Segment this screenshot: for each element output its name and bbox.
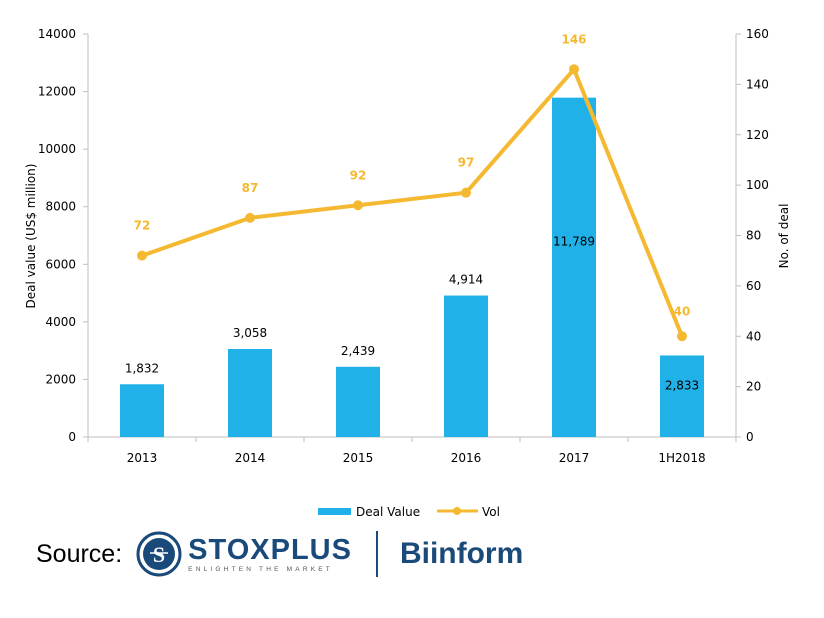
y-tick-label: 10000 xyxy=(38,142,76,156)
source-label: Source: xyxy=(36,539,123,568)
tick-labels: 0 2000 4000 6000 8000 10000 12000 14000 0 20 40 60 8… xyxy=(38,27,769,465)
vol-line xyxy=(137,64,687,342)
y2-tick-label: 140 xyxy=(746,77,769,91)
legend-swatch-vol-marker xyxy=(453,507,461,515)
y-tick-label: 2000 xyxy=(45,372,76,386)
y-tick-label: 4000 xyxy=(45,315,76,329)
stoxplus-logo: S STOXPLUS ENLIGHTEN THE MARKET xyxy=(136,531,352,577)
vol-point xyxy=(677,331,687,342)
vol-line-path xyxy=(141,67,684,337)
legend: Deal Value Vol xyxy=(318,505,500,519)
y-tick-label: 14000 xyxy=(38,27,76,41)
vol-data-label: 87 xyxy=(242,181,259,195)
bar-data-label: 2,439 xyxy=(341,344,375,358)
source-attribution: Source: S STOXPLUS ENLIGHTEN THE MARKET … xyxy=(36,526,523,582)
vol-data-label: 97 xyxy=(458,156,475,170)
y-tick-label: 0 xyxy=(68,430,76,444)
vol-labels: 72 87 92 97 146 40 xyxy=(134,32,691,318)
y-tick-label: 6000 xyxy=(45,257,76,271)
bar-deal-value xyxy=(660,355,704,437)
y2-tick-label: 120 xyxy=(746,128,769,142)
vol-point xyxy=(461,187,471,198)
y2-axis-title: No. of deal xyxy=(777,204,791,269)
bar-data-label: 11,789 xyxy=(553,234,595,248)
y2-tick-label: 0 xyxy=(746,430,754,444)
y2-tick-label: 40 xyxy=(746,329,761,343)
chart-axes xyxy=(83,33,741,442)
bar-data-label: 1,832 xyxy=(125,361,159,375)
x-tick-label: 1H2018 xyxy=(658,451,705,465)
bar-data-label: 2,833 xyxy=(665,378,699,392)
y2-tick-label: 60 xyxy=(746,279,761,293)
stoxplus-tagline: ENLIGHTEN THE MARKET xyxy=(188,566,333,573)
biinform-logo: Biinform xyxy=(399,537,524,570)
vol-data-label: 40 xyxy=(674,304,691,318)
bar-deal-value xyxy=(444,295,488,437)
vol-point xyxy=(245,212,255,223)
stoxplus-emblem-icon: S xyxy=(136,531,182,577)
chart: 1,832 3,058 2,439 4,914 11,789 2,833 72 87 92 97… xyxy=(24,27,791,519)
bar-labels: 1,832 3,058 2,439 4,914 11,789 2,833 xyxy=(125,234,699,392)
vol-data-label: 72 xyxy=(134,219,151,233)
y2-tick-label: 20 xyxy=(746,380,761,394)
vol-point xyxy=(353,200,363,211)
bar-deal-value xyxy=(228,348,272,437)
legend-label-deal-value: Deal Value xyxy=(356,505,420,519)
y2-tick-label: 80 xyxy=(746,229,761,243)
legend-swatch-deal-value xyxy=(318,508,351,515)
legend-label-vol: Vol xyxy=(482,505,500,519)
bar-deal-value xyxy=(552,97,596,438)
y2-tick-label: 160 xyxy=(746,27,769,41)
stoxplus-wordmark: STOXPLUS xyxy=(188,534,352,566)
vol-data-label: 92 xyxy=(350,168,367,182)
x-tick-label: 2017 xyxy=(559,451,590,465)
y-tick-label: 12000 xyxy=(38,85,76,99)
y2-tick-label: 100 xyxy=(746,178,769,192)
svg-text:S: S xyxy=(153,542,165,567)
logo-divider xyxy=(375,531,378,577)
vol-point xyxy=(137,250,147,261)
bar-data-label: 4,914 xyxy=(449,273,483,287)
bar-deal-value xyxy=(120,384,164,437)
x-tick-label: 2015 xyxy=(343,451,374,465)
y-tick-label: 8000 xyxy=(45,200,76,214)
x-tick-label: 2016 xyxy=(451,451,482,465)
x-tick-label: 2013 xyxy=(127,451,158,465)
bars xyxy=(120,97,704,438)
y-axis-title: Deal value (US$ million) xyxy=(24,164,38,309)
x-tick-label: 2014 xyxy=(235,451,266,465)
bar-data-label: 3,058 xyxy=(233,326,267,340)
vol-data-label: 146 xyxy=(561,32,586,46)
vol-point xyxy=(569,64,579,75)
bar-deal-value xyxy=(336,366,380,437)
